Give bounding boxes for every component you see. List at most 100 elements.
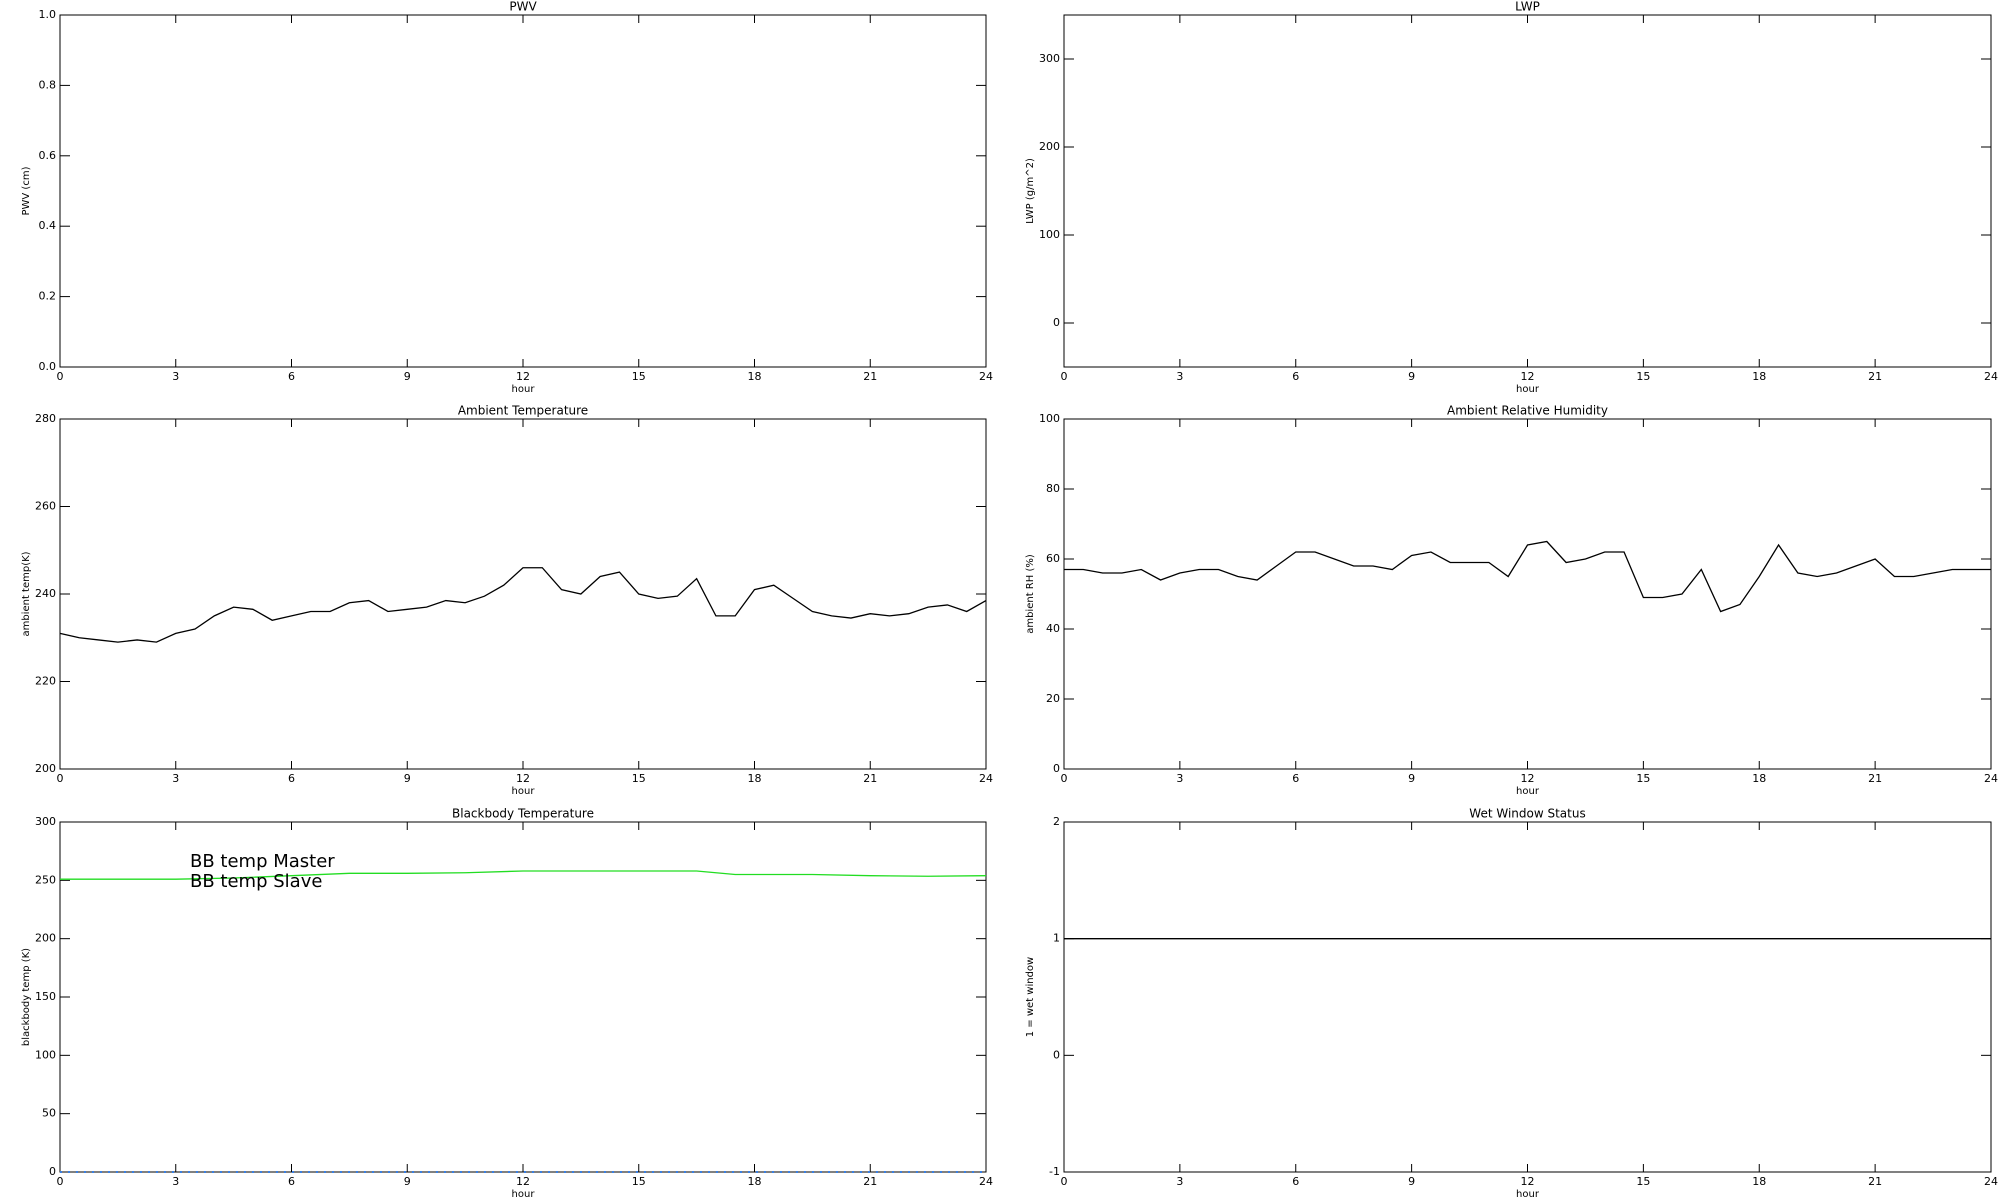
y-tick-label: 280 (35, 412, 56, 425)
x-axis-label: hour (1516, 786, 1540, 797)
x-tick-label: 9 (404, 1175, 411, 1188)
y-tick-label: -1 (1049, 1165, 1060, 1178)
x-tick-label: 6 (1292, 1175, 1299, 1188)
x-tick-label: 6 (1292, 772, 1299, 785)
plot-frame (59, 14, 987, 368)
y-tick-label: 220 (35, 675, 56, 688)
x-tick-label: 24 (979, 1175, 993, 1188)
x-tick-label: 24 (1984, 370, 1998, 383)
x-tick-label: 0 (57, 1175, 64, 1188)
x-tick-label: 9 (404, 772, 411, 785)
x-tick-label: 3 (172, 772, 179, 785)
x-tick-label: 18 (1752, 1175, 1766, 1188)
y-tick-label: 240 (35, 587, 56, 600)
x-tick-label: 0 (57, 370, 64, 383)
x-tick-label: 12 (1521, 370, 1535, 383)
y-axis-label: ambient temp(K) (21, 551, 32, 636)
y-tick-label: 20 (1046, 692, 1060, 705)
y-tick-label: 80 (1046, 482, 1060, 495)
x-tick-label: 18 (748, 772, 762, 785)
x-tick-label: 6 (1292, 370, 1299, 383)
legend-entry: BB temp Slave (190, 871, 322, 892)
x-tick-label: 12 (516, 1175, 530, 1188)
x-tick-label: 12 (1521, 772, 1535, 785)
x-tick-label: 21 (1868, 1175, 1882, 1188)
x-tick-label: 21 (863, 772, 877, 785)
x-tick-label: 21 (1868, 370, 1882, 383)
x-tick-label: 12 (516, 370, 530, 383)
x-axis-label: hour (512, 384, 536, 395)
x-tick-label: 12 (1521, 1175, 1535, 1188)
x-tick-label: 18 (748, 370, 762, 383)
x-tick-label: 12 (516, 772, 530, 785)
y-tick-label: 0.2 (39, 290, 57, 303)
x-tick-label: 3 (1176, 370, 1183, 383)
y-tick-label: 200 (35, 762, 56, 775)
x-tick-label: 3 (172, 1175, 179, 1188)
x-tick-label: 9 (1408, 772, 1415, 785)
y-axis-label: LWP (g/m^2) (1025, 158, 1036, 224)
chart-panel: Blackbody Temperature hour blackbody temp … (21, 807, 993, 1200)
x-axis-label: hour (1516, 1189, 1540, 1200)
x-tick-label: 9 (1408, 1175, 1415, 1188)
x-tick-label: 21 (1868, 772, 1882, 785)
x-tick-label: 24 (979, 772, 993, 785)
y-tick-label: 2 (1053, 815, 1060, 828)
chart-panel: Wet Window Status hour 1 = wet window 0 3 6 9 1… (1025, 807, 1998, 1200)
chart-panel: PWV hour PWV (cm) 0 3 6 9 12 15 18 21 24 0.0 0.2 0.4 0.… (21, 0, 993, 395)
chart-panel: LWP hour LWP (g/m^2) 0 3 6 9 12 15 18 21 24 0 100 200 3… (1025, 0, 1998, 395)
x-tick-label: 15 (1636, 772, 1650, 785)
series-line (60, 870, 987, 880)
y-tick-label: 60 (1046, 552, 1060, 565)
y-tick-label: 50 (42, 1107, 56, 1120)
x-tick-label: 15 (1636, 370, 1650, 383)
x-tick-label: 3 (172, 370, 179, 383)
x-tick-label: 0 (1061, 772, 1068, 785)
y-tick-label: 100 (1039, 412, 1060, 425)
y-tick-label: 200 (1039, 140, 1060, 153)
series-line (1064, 540, 1991, 613)
y-tick-label: 0.6 (39, 149, 57, 162)
y-axis-label: ambient RH (%) (1025, 554, 1036, 634)
y-axis-label: 1 = wet window (1025, 957, 1036, 1037)
x-tick-label: 15 (632, 1175, 646, 1188)
x-tick-label: 24 (1984, 1175, 1998, 1188)
y-tick-label: 40 (1046, 622, 1060, 635)
x-axis-label: hour (512, 786, 536, 797)
x-tick-label: 24 (1984, 772, 1998, 785)
y-tick-label: 200 (35, 932, 56, 945)
y-tick-label: 0 (1053, 762, 1060, 775)
chart-panel: Ambient Temperature hour ambient temp(K) 0 3… (21, 404, 993, 798)
y-tick-label: 0.4 (39, 219, 57, 232)
y-tick-label: 300 (35, 815, 56, 828)
y-tick-label: 0 (49, 1165, 56, 1178)
x-axis-label: hour (1516, 384, 1540, 395)
chart-title: LWP (1515, 0, 1540, 14)
y-tick-label: 0.8 (39, 78, 57, 91)
legend-entry: BB temp Master (190, 851, 335, 872)
y-tick-label: 0 (1053, 316, 1060, 329)
chart-title: Blackbody Temperature (452, 807, 594, 821)
y-tick-label: 300 (1039, 52, 1060, 65)
x-tick-label: 15 (632, 772, 646, 785)
chart-title: Ambient Relative Humidity (1447, 404, 1608, 418)
x-tick-label: 24 (979, 370, 993, 383)
y-tick-label: 100 (1039, 228, 1060, 241)
x-tick-label: 18 (748, 1175, 762, 1188)
chart-title: Ambient Temperature (458, 404, 588, 418)
x-tick-label: 0 (1061, 1175, 1068, 1188)
x-tick-label: 9 (404, 370, 411, 383)
y-tick-label: 0 (1053, 1048, 1060, 1061)
x-tick-label: 0 (57, 772, 64, 785)
x-tick-label: 6 (288, 1175, 295, 1188)
x-tick-label: 3 (1176, 772, 1183, 785)
x-tick-label: 9 (1408, 370, 1415, 383)
x-tick-label: 15 (632, 370, 646, 383)
chart-title: PWV (509, 0, 537, 14)
y-tick-label: 1 (1053, 932, 1060, 945)
chart-title: Wet Window Status (1469, 807, 1585, 821)
x-tick-label: 6 (288, 370, 295, 383)
plot-frame (1063, 821, 1992, 1173)
y-axis-label: PWV (cm) (21, 166, 32, 215)
y-tick-label: 150 (35, 990, 56, 1003)
